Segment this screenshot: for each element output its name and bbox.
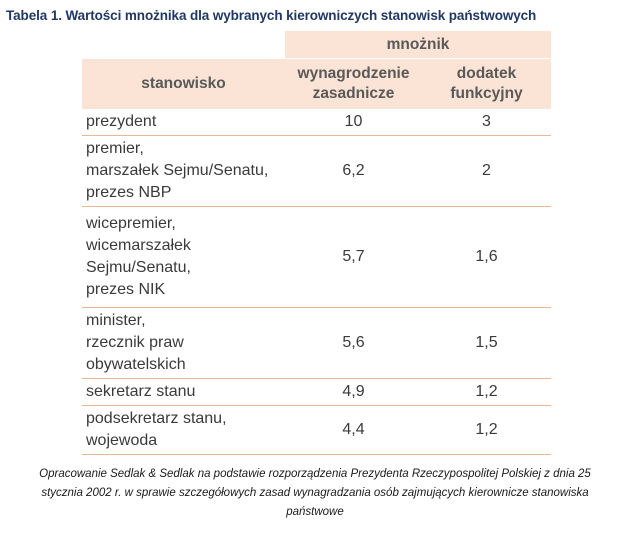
cell-bonus: 1,2: [422, 405, 551, 455]
cell-base: 4,4: [285, 405, 422, 455]
header-function-bonus-line: dodatek: [456, 65, 517, 82]
position-line: prezes NBP: [86, 184, 172, 201]
cell-position: podsekretarz stanu, wojewoda: [82, 405, 285, 455]
header-base-salary: wynagrodzenie zasadnicze: [285, 58, 422, 109]
position-line: sekretarz stanu: [86, 383, 196, 400]
cell-base: 10: [285, 109, 422, 136]
cell-base: 5,7: [285, 206, 422, 308]
position-line: prezes NIK: [86, 281, 166, 298]
position-line: prezydent: [86, 113, 157, 130]
header-base-salary-line: zasadnicze: [312, 85, 395, 102]
table-row: premier, marszałek Sejmu/Senatu, prezes …: [82, 135, 551, 207]
table-row: minister, rzecznik praw obywatelskich 5,…: [82, 307, 551, 379]
table-row: prezydent 10 3: [82, 109, 551, 136]
position-line: obywatelskich: [86, 356, 186, 373]
cell-bonus: 3: [422, 109, 551, 136]
cell-position: prezydent: [82, 109, 285, 136]
header-corner: [82, 31, 285, 59]
position-line: wicepremier,: [86, 215, 176, 232]
cell-bonus: 1,2: [422, 378, 551, 406]
position-line: wicemarszałek: [86, 237, 191, 254]
cell-position: premier, marszałek Sejmu/Senatu, prezes …: [82, 135, 285, 207]
table-title: Tabela 1. Wartości mnożnika dla wybranyc…: [6, 8, 537, 23]
cell-position: wicepremier, wicemarszałek Sejmu/Senatu,…: [82, 206, 285, 308]
cell-base: 6,2: [285, 135, 422, 207]
header-position: stanowisko: [82, 58, 285, 109]
position-line: minister,: [86, 312, 146, 329]
source-caption: Opracowanie Sedlak & Sedlak na podstawie…: [39, 468, 591, 518]
cell-base: 5,6: [285, 307, 422, 379]
cell-position: sekretarz stanu: [82, 378, 285, 406]
header-function-bonus-line: funkcyjny: [450, 85, 523, 102]
position-line: marszałek Sejmu/Senatu,: [86, 162, 269, 179]
header-multiplier-group: mnożnik: [285, 31, 551, 59]
cell-position: minister, rzecznik praw obywatelskich: [82, 307, 285, 379]
cell-bonus: 1,6: [422, 206, 551, 308]
position-line: premier,: [86, 140, 144, 157]
cell-bonus: 2: [422, 135, 551, 207]
position-line: Sejmu/Senatu,: [86, 259, 191, 276]
position-line: podsekretarz stanu,: [86, 410, 227, 427]
multiplier-table: mnożnik stanowisko wynagrodzenie zasadni…: [82, 31, 551, 455]
cell-base: 4,9: [285, 378, 422, 406]
position-line: rzecznik praw: [86, 334, 184, 351]
table-row: sekretarz stanu 4,9 1,2: [82, 378, 551, 406]
position-line: wojewoda: [86, 432, 158, 449]
table-row: podsekretarz stanu, wojewoda 4,4 1,2: [82, 405, 551, 455]
cell-bonus: 1,5: [422, 307, 551, 379]
header-base-salary-line: wynagrodzenie: [297, 65, 410, 82]
header-function-bonus: dodatek funkcyjny: [422, 58, 551, 109]
table-row: wicepremier, wicemarszałek Sejmu/Senatu,…: [82, 206, 551, 308]
